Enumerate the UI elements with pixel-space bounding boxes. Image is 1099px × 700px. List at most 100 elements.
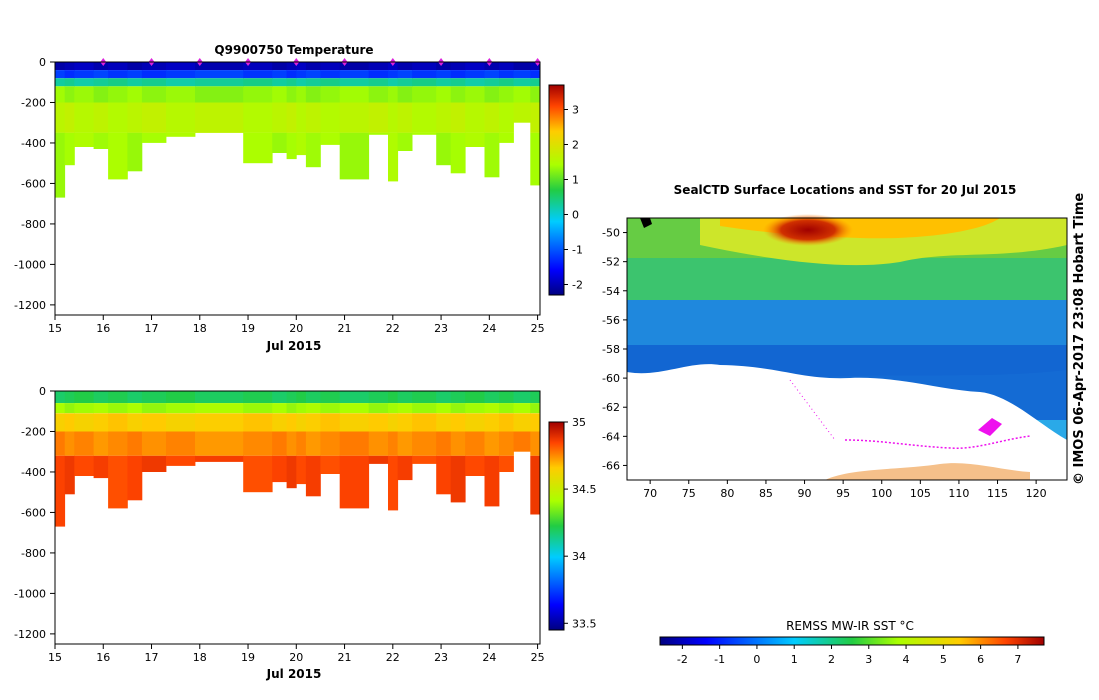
x-tick-label: 18 (193, 651, 207, 664)
heatmap-cell (243, 102, 273, 133)
latitude-tick-label: -56 (602, 314, 620, 327)
sst-map: SealCTD Surface Locations and SST for 20… (602, 183, 1068, 666)
heatmap-cell (499, 78, 514, 87)
heatmap-cell (465, 413, 485, 432)
heatmap-cell (484, 102, 500, 133)
longitude-tick-label: 75 (682, 487, 696, 500)
heatmap-cell (64, 431, 75, 456)
heatmap-cell (368, 391, 389, 404)
heatmap-cell (450, 455, 466, 503)
heatmap-cell (286, 431, 297, 456)
x-tick-label: 19 (241, 322, 255, 335)
heatmap-cell (339, 403, 370, 414)
heatmap-cell (166, 455, 196, 466)
heatmap-cell (272, 413, 288, 432)
heatmap-cell (166, 413, 196, 432)
heatmap-cell (412, 431, 437, 456)
sst-colorbar-ticks: -2 -1 0 1 2 3 4 5 6 7 (677, 645, 1021, 666)
heatmap-cell (166, 132, 196, 137)
heatmap-cell (339, 431, 370, 456)
heatmap-cell (243, 455, 273, 493)
heatmap-cell (388, 455, 399, 511)
heatmap-cell (530, 403, 541, 414)
sst-colorbar (659, 636, 1045, 646)
y-tick-label: -1000 (14, 258, 46, 271)
heatmap-cell (243, 78, 273, 87)
heatmap-cell (141, 102, 167, 133)
heatmap-cell (243, 70, 273, 79)
x-tick-label: 21 (338, 322, 352, 335)
heatmap-cell (484, 70, 500, 79)
longitude-tick-label: 95 (836, 487, 850, 500)
heatmap-cell (450, 391, 466, 404)
x-tick-label: 23 (434, 651, 448, 664)
heatmap-cell (243, 62, 273, 71)
x-tick-label: 19 (241, 651, 255, 664)
heatmap-cell (339, 86, 370, 103)
heatmap-cell (93, 70, 109, 79)
y-tick-label: -600 (21, 506, 46, 519)
heatmap-cell (93, 132, 109, 149)
sst-colorbar-tick-label: 7 (1014, 653, 1021, 666)
longitude-tick-label: 80 (720, 487, 734, 500)
heatmap-cell (108, 86, 128, 103)
heatmap-cell (513, 413, 531, 432)
heatmap-cell (513, 403, 531, 414)
heatmap-cell (141, 455, 167, 472)
heatmap-cell (55, 403, 66, 414)
heatmap-cell (339, 391, 370, 404)
heatmap-cell (296, 62, 307, 71)
heatmap-cell (339, 62, 370, 71)
heatmap-cell (450, 102, 466, 133)
heatmap-cell (450, 78, 466, 87)
heatmap-cell (499, 102, 514, 133)
heatmap-cell (64, 413, 75, 432)
heatmap-cell (296, 70, 307, 79)
heatmap-cell (286, 455, 297, 489)
heatmap-cell (499, 86, 514, 103)
heatmap-cell (412, 132, 437, 135)
heatmap-cell (64, 70, 75, 79)
longitude-tick-label: 90 (798, 487, 812, 500)
heatmap-cell (55, 391, 66, 404)
colorbar-tick-label: -1 (572, 244, 583, 257)
heatmap-cell (272, 102, 288, 133)
latitude-tick-label: -66 (602, 459, 620, 472)
colorbar-tick-label: 35 (572, 416, 586, 429)
heatmap-cell (127, 431, 143, 456)
latitude-tick-label: -50 (602, 227, 620, 240)
heatmap-cell (74, 86, 94, 103)
heatmap-cell (127, 70, 143, 79)
heatmap-cell (64, 455, 75, 495)
heatmap-cell (272, 132, 288, 153)
heatmap-cell (55, 102, 66, 133)
heatmap-cell (141, 78, 167, 87)
heatmap-cell (74, 62, 94, 71)
heatmap-cell (296, 78, 307, 87)
heatmap-cell (272, 86, 288, 103)
heatmap-cell (388, 431, 399, 456)
heatmap-cell (64, 102, 75, 133)
heatmap-cell (93, 62, 109, 71)
y-tick-label: -400 (21, 466, 46, 479)
heatmap-cell (320, 413, 341, 432)
heatmap-cell (436, 102, 452, 133)
heatmap-cell (166, 70, 196, 79)
x-tick-label: 22 (386, 322, 400, 335)
heatmap-cell (513, 70, 531, 79)
colorbar-tick-label: 2 (572, 139, 579, 152)
heatmap-cell (339, 70, 370, 79)
heatmap-cell (436, 86, 452, 103)
temperature-chart: Q9900750 Temperature 15 16 17 18 19 20 21 22 23 2… (14, 43, 583, 353)
heatmap-cell (93, 391, 109, 404)
heatmap-cell (388, 86, 399, 103)
salinity-heatmap (55, 391, 541, 527)
temperature-colorbar (548, 84, 565, 296)
heatmap-cell (320, 86, 341, 103)
heatmap-cell (195, 413, 244, 432)
heatmap-cell (195, 431, 244, 456)
heatmap-cell (465, 391, 485, 404)
heatmap-cell (484, 403, 500, 414)
heatmap-cell (286, 391, 297, 404)
heatmap-cell (368, 413, 389, 432)
